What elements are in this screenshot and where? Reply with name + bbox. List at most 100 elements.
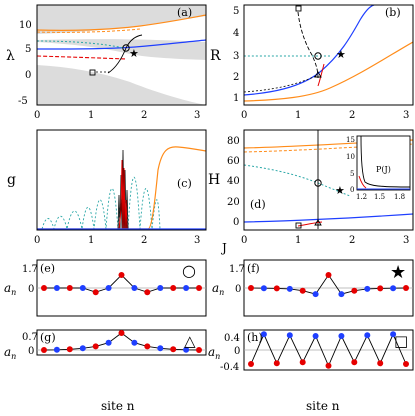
site-label-left: site n [101,399,135,413]
site-point-f [377,285,384,292]
panel-d-ytick: 60 [227,156,240,167]
panel-h-ytick: -0.4 [220,362,239,373]
panel-b-ylabel: R [210,48,221,64]
panel-d-xlabel: J [220,241,227,255]
panel-g-ytick: 0 [28,346,34,357]
panel-c-ylabel: g [7,172,16,188]
marker-star-a: ★ [129,47,139,60]
site-point-e [66,285,73,291]
inset-frame [356,135,411,191]
site-point-f [299,287,306,294]
panel-g-ylabel: an [4,345,16,361]
panel-h: (h) □ an 0.4 0 -0.4 [208,329,414,373]
site-series-e [41,272,202,296]
site-point-e [105,285,112,291]
panel-d-xtick: 2 [349,235,355,246]
panel-a: ★ (a) λ -5 0 5 10 0 1 2 3 [6,4,207,121]
site-series-g [41,330,202,353]
panel-h-marker: □ [394,332,408,350]
series-red-a [37,55,127,60]
series-teal-c [41,176,161,230]
panel-b-tag: (b) [385,6,401,19]
series-orange-dashed-a [37,28,141,33]
site-point-g [41,347,47,353]
axes-frame-a [36,4,207,106]
site-point-h [286,332,293,339]
site-point-g [53,346,60,353]
panel-e-ytick: 0 [28,284,34,295]
series-orange-b [244,41,413,102]
site-point-g [92,343,99,350]
inset-red-curve [358,175,367,189]
panel-a-xtick: 2 [141,110,147,121]
panel-d-ytick: 0 [233,217,239,228]
series-blue-a [37,39,206,50]
site-point-g [79,345,86,352]
panel-c-xtick: 0 [34,235,40,246]
site-point-e [118,272,125,278]
inset-xtick: 1.2 [356,193,367,201]
panel-g-marker: △ [184,332,196,350]
site-point-g [118,330,125,336]
series-blue-d [244,213,413,223]
site-point-e [144,289,151,296]
panel-e: (e) ○ an 1.7 0 [4,259,207,317]
marker-circle-b [314,52,322,60]
series-blue-b [244,5,375,96]
marker-star-d: ★ [335,184,345,197]
panel-a-xtick: 0 [34,110,40,121]
inset-black-curve [360,135,411,188]
panel-a-tag: (a) [177,6,192,19]
series-red-b [317,63,325,87]
inset-xtick: 1.8 [394,193,405,201]
panel-a-ytick: 10 [19,20,32,31]
marker-triangle-b [314,71,322,78]
site-point-e [170,285,177,291]
panel-c-xtick: 2 [141,235,147,246]
site-point-f [351,287,358,294]
panel-e-marker: ○ [182,261,196,280]
band-top [37,5,206,34]
inset-d: P(J) 0 5 10 15 1.2 1.5 1.8 [346,135,411,201]
inset-ytick: 5 [350,170,354,178]
panel-f-ytick: 1.7 [229,264,245,275]
site-point-h [299,359,306,366]
panel-e-tag: (e) [40,262,55,275]
series-black-b [297,11,319,79]
site-point-e [41,285,47,291]
panel-b-ytick: 2 [233,72,239,83]
panel-b-ytick: 5 [233,6,239,17]
site-point-f [325,272,332,278]
panel-b-ytick: 3 [233,51,239,62]
site-label-right: site n [306,399,340,413]
panel-b: ★ (b) R 1 2 3 4 5 0 1 2 3 [210,4,414,121]
site-point-h [248,361,254,367]
panel-d-xtick: 0 [241,235,247,246]
marker-circle-a [122,44,130,52]
panel-d: ★ P(J) 0 5 10 15 1.2 1.5 1.8 (d) H 0 20 … [208,129,414,255]
marker-triangle-d [314,219,322,226]
site-point-g [105,339,112,346]
site-point-g [183,346,190,353]
site-point-f [364,285,371,292]
panel-b-xtick: 1 [295,110,301,121]
axes-frame-d [243,129,414,231]
marker-star-b: ★ [336,48,346,61]
panel-c-xtick: 1 [88,235,94,246]
panel-d-ylabel: H [208,172,220,188]
panel-a-ytick: 0 [25,70,31,81]
panel-b-ytick: 1 [233,93,239,104]
panel-d-ytick: 80 [227,136,240,147]
site-series-h [248,331,409,369]
panel-a-ylabel: λ [6,48,15,64]
panel-f-marker: ★ [390,262,406,283]
series-teal-a [37,40,125,49]
panel-c: (c) g 0 1 2 3 [7,129,207,246]
site-point-h [377,360,384,367]
panel-g-ytick: 0.7 [22,332,38,343]
site-point-h [403,361,409,367]
site-point-f [390,285,397,292]
site-point-f [338,291,345,298]
site-point-h [325,362,332,369]
site-point-f [260,285,267,292]
